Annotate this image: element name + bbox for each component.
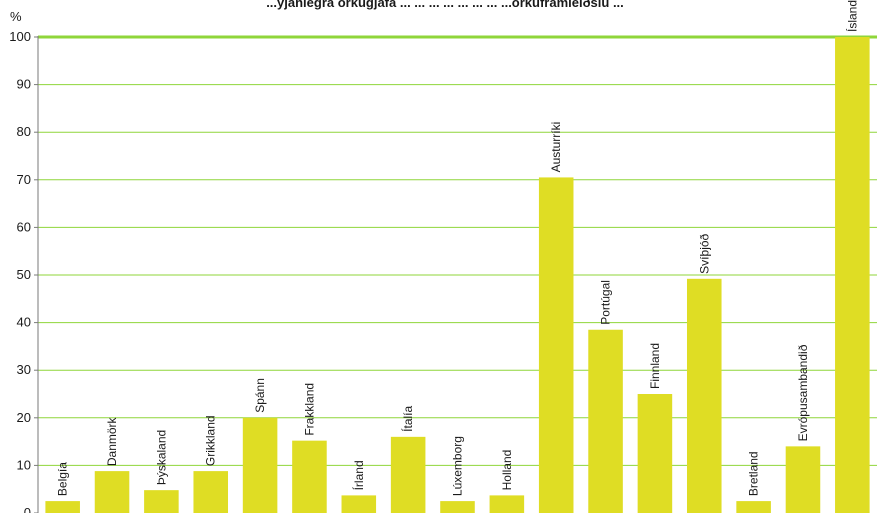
bar-label: Holland	[500, 450, 514, 491]
bar-label: Grikkland	[204, 415, 218, 466]
bar-label: Þýskaland	[154, 430, 168, 485]
bar	[390, 436, 426, 513]
y-tick-labels: 0 10 20 30 40 50 60 70 80 90 100	[9, 29, 31, 513]
bar	[785, 446, 821, 513]
bar-label: Lúxemborg	[451, 436, 465, 496]
bar	[736, 501, 771, 513]
chart-title: ...yjanlegra orkugjafa ... ... ... ... .…	[266, 0, 624, 10]
bar-label: Frakkland	[302, 383, 316, 436]
y-tick-label: 100	[9, 29, 31, 44]
bar	[144, 490, 179, 513]
y-tick-label: 50	[17, 267, 31, 282]
bar	[242, 417, 278, 513]
bars	[45, 37, 870, 513]
bar	[193, 471, 229, 513]
bar-label: Belgía	[56, 462, 70, 496]
bar	[45, 501, 80, 513]
category-labels: Belgía Danmörk Þýskaland Grikkland Spánn Frak…	[56, 0, 860, 496]
y-tick-label: 70	[17, 172, 31, 187]
y-tick-label: 20	[17, 410, 31, 425]
y-tick-label: 0	[24, 505, 31, 513]
bar	[637, 394, 673, 513]
bar	[341, 495, 377, 513]
bar	[292, 440, 327, 513]
bar-label: Írland	[351, 460, 366, 490]
y-tick-label: 40	[17, 315, 31, 330]
axes	[34, 36, 39, 513]
bar-label: Finnland	[648, 343, 662, 389]
bar	[538, 177, 574, 513]
y-tick-label: 60	[17, 219, 31, 234]
bar	[440, 501, 475, 513]
bar-label: Ísland	[844, 0, 859, 32]
bar-label: Evrópusambandið	[796, 344, 810, 441]
bar	[686, 278, 722, 513]
bar-label: Bretland	[747, 451, 761, 496]
bar-label: Danmörk	[105, 416, 119, 466]
y-tick-label: 10	[17, 457, 31, 472]
bar-label: Portúgal	[599, 280, 613, 325]
y-tick-label: 80	[17, 124, 31, 139]
y-tick-label: 30	[17, 362, 31, 377]
y-axis-label: %	[10, 9, 22, 24]
y-tick-label: 90	[17, 77, 31, 92]
bar	[94, 471, 130, 513]
bar-label: Ítalía	[400, 405, 415, 431]
bar-label: Spánn	[253, 378, 267, 413]
bar-label: Austurríki	[549, 122, 563, 173]
bar	[588, 329, 623, 513]
bar	[835, 37, 870, 513]
bar	[489, 495, 525, 513]
bar-label: Svíþjóð	[697, 233, 711, 273]
gridlines	[38, 35, 877, 466]
